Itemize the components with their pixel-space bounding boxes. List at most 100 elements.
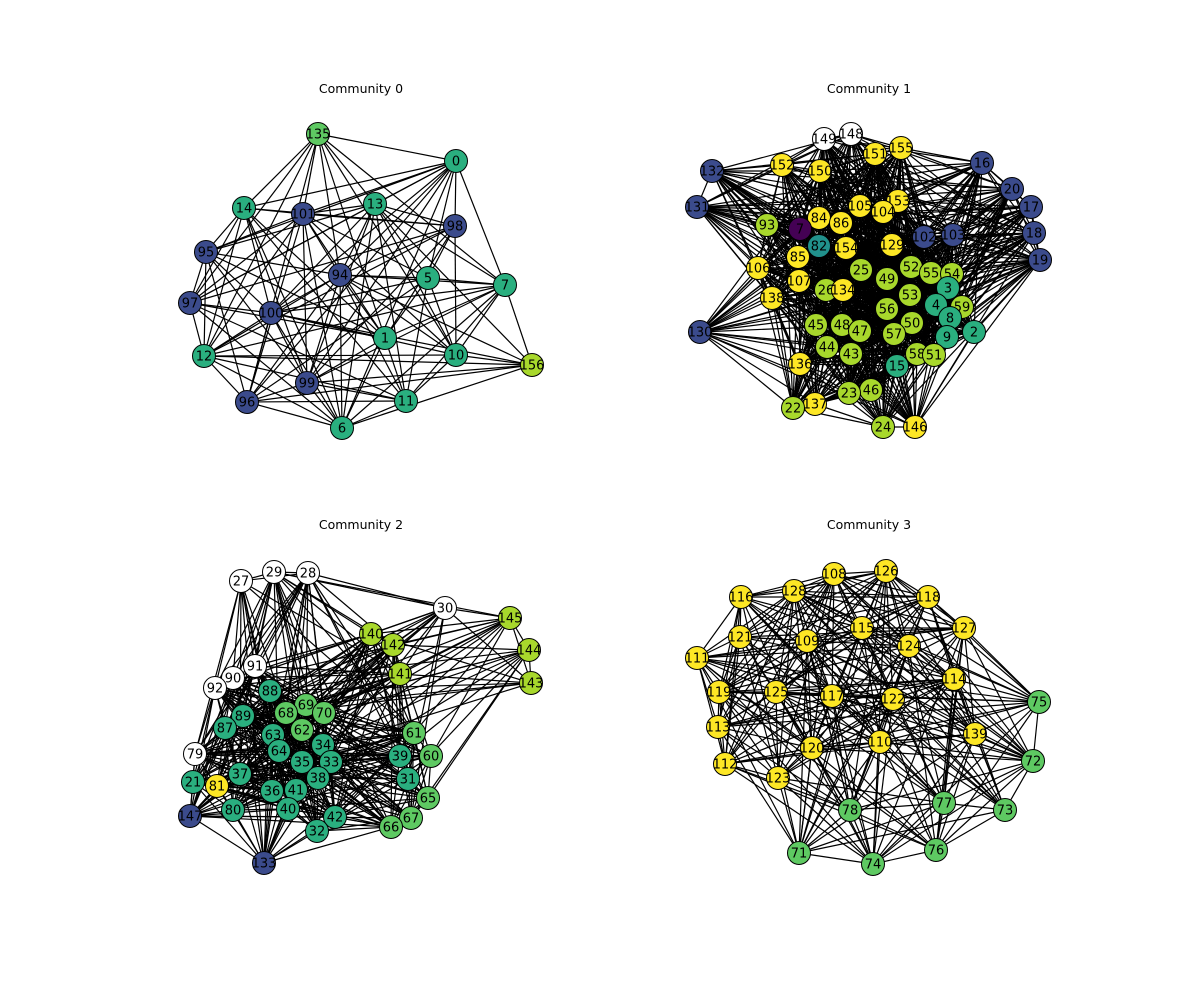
node-circle bbox=[912, 225, 936, 249]
graph-edge bbox=[306, 337, 386, 384]
node-label: 53 bbox=[902, 289, 919, 304]
graph-edge bbox=[322, 649, 530, 746]
graph-edge bbox=[699, 331, 794, 409]
graph-edge bbox=[216, 785, 289, 810]
graph-edge bbox=[717, 698, 894, 728]
node-label: 93 bbox=[759, 219, 776, 234]
graph-edge bbox=[775, 691, 937, 851]
graph-node: 106 bbox=[746, 256, 770, 280]
node-label: 52 bbox=[903, 261, 920, 276]
graph-edge bbox=[189, 302, 386, 339]
graph-edge bbox=[305, 682, 532, 706]
graph-edge bbox=[696, 206, 801, 230]
graph-edge bbox=[232, 580, 242, 679]
graph-node: 114 bbox=[942, 667, 966, 691]
graph-node: 68 bbox=[274, 701, 298, 725]
node-circle bbox=[770, 153, 794, 177]
node-label: 13 bbox=[367, 198, 384, 213]
graph-edge bbox=[718, 691, 779, 779]
graph-edge bbox=[317, 777, 392, 828]
graph-edge bbox=[295, 789, 392, 828]
node-label: 36 bbox=[264, 785, 281, 800]
edge-layer bbox=[696, 570, 1040, 865]
graph-edge bbox=[189, 225, 456, 304]
graph-edge bbox=[793, 590, 976, 735]
graph-edge bbox=[269, 644, 394, 692]
graph-node: 49 bbox=[875, 267, 899, 291]
graph-node: 136 bbox=[788, 352, 812, 376]
node-circle bbox=[323, 805, 347, 829]
node-label: 51 bbox=[926, 349, 943, 364]
node-label: 42 bbox=[327, 811, 344, 826]
panel-title: Community 3 bbox=[827, 517, 911, 532]
node-label: 71 bbox=[791, 847, 808, 862]
graph-node: 71 bbox=[787, 841, 811, 865]
graph-edge bbox=[287, 755, 401, 810]
node-circle bbox=[788, 217, 812, 241]
graph-edge bbox=[963, 627, 1040, 703]
graph-edge bbox=[232, 750, 280, 811]
graph-edge bbox=[815, 308, 888, 326]
graph-edge bbox=[943, 760, 1034, 804]
node-circle bbox=[232, 196, 256, 220]
graph-node: 30 bbox=[433, 596, 457, 620]
graph-edge bbox=[833, 573, 955, 680]
graph-node: 111 bbox=[685, 646, 709, 670]
graph-edge bbox=[771, 297, 794, 409]
graph-edge bbox=[189, 302, 407, 402]
graph-node: 113 bbox=[706, 715, 730, 739]
graph-node: 65 bbox=[416, 786, 440, 810]
graph-edge bbox=[892, 698, 945, 804]
node-label: 64 bbox=[271, 745, 288, 760]
node-label: 65 bbox=[420, 792, 437, 807]
graph-edge bbox=[775, 627, 863, 693]
node-label: 96 bbox=[239, 396, 256, 411]
graph-edge bbox=[699, 170, 821, 333]
graph-edge bbox=[849, 741, 881, 811]
graph-edge bbox=[430, 617, 511, 757]
node-label: 78 bbox=[842, 804, 859, 819]
graph-edge bbox=[246, 401, 343, 429]
graph-edge bbox=[269, 690, 415, 734]
graph-node: 141 bbox=[388, 662, 412, 686]
node-circle bbox=[290, 718, 314, 742]
node-label: 127 bbox=[952, 622, 977, 637]
graph-edge bbox=[203, 225, 456, 357]
graph-node: 123 bbox=[766, 766, 790, 790]
graph-node: 36 bbox=[260, 779, 284, 803]
node-label: 66 bbox=[383, 821, 400, 836]
graph-edge bbox=[724, 763, 937, 851]
graph-edge bbox=[717, 726, 813, 749]
graph-edge bbox=[717, 695, 833, 728]
graph-node: 131 bbox=[685, 195, 709, 219]
graph-edge bbox=[696, 138, 825, 208]
node-circle bbox=[260, 779, 284, 803]
node-circle bbox=[874, 559, 898, 583]
graph-node: 81 bbox=[205, 774, 229, 798]
node-circle bbox=[834, 236, 858, 260]
graph-node: 86 bbox=[829, 211, 853, 235]
node-label: 12 bbox=[196, 350, 213, 365]
edge-layer bbox=[189, 133, 533, 429]
graph-edge bbox=[399, 607, 446, 675]
node-circle bbox=[402, 721, 426, 745]
graph-edge bbox=[953, 678, 1040, 703]
node-circle bbox=[1022, 221, 1046, 245]
graph-edge bbox=[339, 225, 456, 276]
node-label: 145 bbox=[498, 612, 523, 627]
graph-edge bbox=[840, 222, 925, 238]
graph-edge bbox=[203, 312, 272, 357]
node-label: 110 bbox=[868, 736, 893, 751]
node-label: 9 bbox=[943, 331, 951, 346]
graph-node: 21 bbox=[181, 770, 205, 794]
graph-node: 20 bbox=[1000, 177, 1024, 201]
graph-edge bbox=[413, 617, 511, 734]
graph-node: 120 bbox=[800, 736, 824, 760]
graph-edge bbox=[317, 133, 386, 339]
node-label: 56 bbox=[879, 303, 896, 318]
graph-edge bbox=[914, 259, 1041, 428]
graph-edge bbox=[739, 636, 910, 647]
node-label: 150 bbox=[808, 165, 833, 180]
node-label: 30 bbox=[437, 602, 454, 617]
graph-edge bbox=[717, 726, 779, 779]
